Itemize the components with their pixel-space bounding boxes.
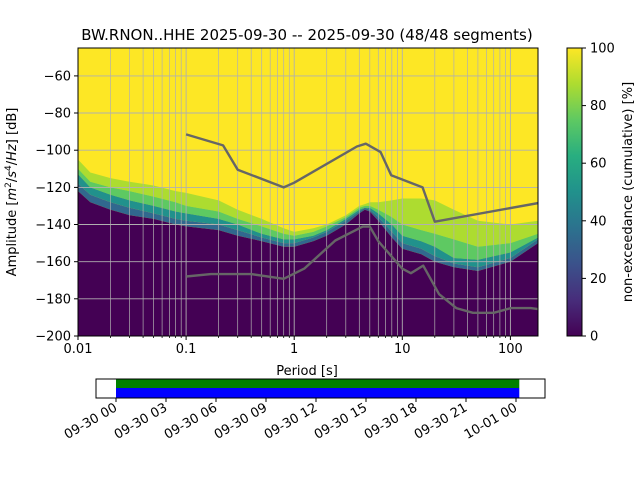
colorbar-tick-label: 0 — [590, 330, 598, 345]
y-tick-label: −80 — [44, 107, 71, 122]
timeline-tick-label: 09-30 15 — [312, 400, 370, 442]
colorbar-label: non-exceedance (cumulative) [%] — [621, 82, 636, 302]
chart-title: BW.RNON..HHE 2025-09-30 -- 2025-09-30 (4… — [81, 26, 532, 44]
timeline-tick-label: 09-30 00 — [62, 400, 120, 442]
x-tick-label: 100 — [498, 342, 523, 357]
y-axis-label: Amplitude [m2/s4/Hz] [dB] — [4, 108, 20, 277]
x-tick-label: 0.1 — [176, 342, 197, 357]
timeline-tick-label: 09-30 09 — [212, 400, 270, 442]
timeline-frame — [95, 378, 546, 399]
data-bar — [116, 388, 520, 398]
y-axis-label-slash2: / — [5, 160, 20, 165]
y-axis-label-m: m — [5, 188, 20, 201]
colorbar-tick-label: 20 — [590, 272, 607, 287]
x-tick-label: 10 — [394, 342, 411, 357]
x-tick-label: 1 — [290, 342, 298, 357]
timeline-tick-label: 09-30 18 — [362, 400, 420, 442]
y-tick-label: −200 — [35, 330, 71, 345]
grid-layer — [78, 48, 538, 336]
y-tick-label: −100 — [35, 144, 71, 159]
density-band-10-50 — [78, 174, 538, 268]
y-axis-label-exp2: 4 — [4, 165, 14, 171]
coverage-bar — [116, 379, 520, 388]
colorbar: 0 20 40 60 80 100 non-exceedance (cumulative)… — [566, 42, 636, 345]
ppsd-plot: 0.01 0.1 1 10 100 −60 −80 −100 −120 −140 −160 −180 −… — [4, 47, 539, 379]
nhnm-curve — [185, 133, 538, 223]
y-tick-label: −60 — [44, 69, 71, 84]
y-tick-label: −160 — [35, 255, 71, 270]
y-axis-label-hz: Hz — [5, 143, 20, 161]
colorbar-tick-label: 100 — [590, 42, 615, 57]
colorbar-tick-label: 80 — [590, 99, 607, 114]
y-axis-label-slash1: / — [5, 177, 20, 182]
timeline-tick-label: 09-30 21 — [412, 400, 470, 442]
y-axis-label-exp1: 2 — [4, 182, 14, 188]
y-axis-label-s: s — [5, 171, 20, 178]
density-band-50-90 — [78, 168, 538, 260]
x-axis-label: Period [s] — [276, 364, 338, 379]
colorbar-tick-label: 40 — [590, 214, 607, 229]
noise-model-layer — [185, 133, 538, 314]
colorbar-tick-label: 60 — [590, 157, 607, 172]
y-axis-label-suffix: ] [dB] — [5, 108, 20, 145]
nlnm-curve — [185, 225, 538, 314]
y-axis-label-prefix: Amplitude [ — [5, 201, 20, 277]
timeline-tick-label: 09-30 03 — [112, 400, 170, 442]
plot-frame — [77, 47, 539, 337]
colorbar-gradient — [566, 47, 583, 337]
y-tick-label: −180 — [35, 292, 71, 307]
density-band-90-100 — [78, 159, 538, 247]
axes-layer: 0.01 0.1 1 10 100 −60 −80 −100 −120 −140 −160 −180 −… — [35, 69, 523, 357]
density-floor — [78, 191, 538, 336]
timeline-tick-label: 10-01 00 — [462, 400, 520, 442]
x-tick-label: 0.01 — [64, 342, 93, 357]
timeline-tick-label: 09-30 12 — [262, 400, 320, 442]
density-layer — [78, 159, 538, 336]
timeline-tick-label: 09-30 06 — [162, 400, 220, 442]
colorbar-ticks: 0 20 40 60 80 100 — [582, 42, 615, 345]
y-tick-label: −140 — [35, 218, 71, 233]
y-tick-label: −120 — [35, 181, 71, 196]
